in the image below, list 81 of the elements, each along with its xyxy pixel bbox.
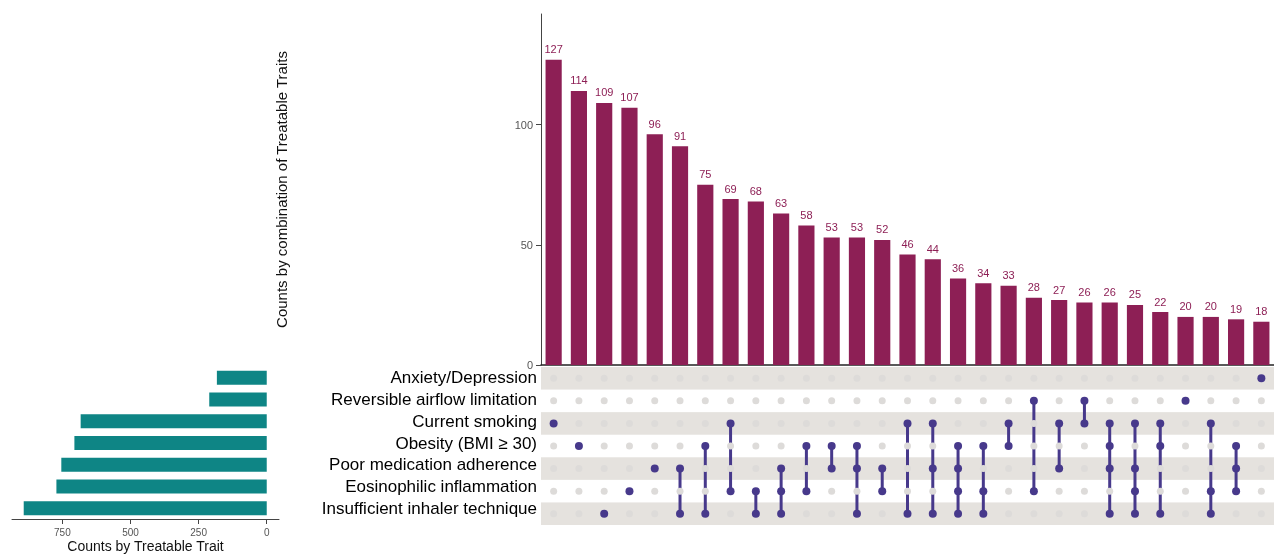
bar xyxy=(697,184,714,365)
bar xyxy=(80,414,267,429)
y-tick-label: Eosinophilic inflammation xyxy=(345,476,537,496)
bar xyxy=(1253,321,1270,365)
bar xyxy=(823,237,840,365)
data-label: 28 xyxy=(1027,281,1040,294)
data-label: 52 xyxy=(876,223,889,236)
bar xyxy=(773,213,790,365)
x-tick-label: 750 xyxy=(54,526,72,538)
data-label: 36 xyxy=(951,261,965,274)
bar xyxy=(798,225,815,365)
x-tick-label: 500 xyxy=(122,526,140,538)
data-label: 25 xyxy=(1128,288,1142,301)
data-label: 18 xyxy=(1255,305,1268,318)
data-label: 19 xyxy=(1229,302,1243,315)
y-tick-label: Anxiety/Depression xyxy=(390,368,537,388)
bar xyxy=(570,90,587,365)
bar xyxy=(722,199,739,365)
data-label: 20 xyxy=(1204,300,1217,313)
bar xyxy=(747,201,764,365)
bar xyxy=(899,254,916,365)
data-label: 53 xyxy=(850,221,864,234)
y-tick-label: Current smoking xyxy=(412,411,537,431)
y-tick-label: 0 xyxy=(526,359,533,371)
data-label: 63 xyxy=(775,197,788,210)
bar xyxy=(924,259,941,365)
bar xyxy=(596,102,613,365)
y-tick-label: Poor medication adherence xyxy=(329,455,537,475)
bar xyxy=(975,283,992,365)
bar xyxy=(1152,312,1169,365)
bar xyxy=(1101,302,1118,365)
bar xyxy=(1051,300,1068,365)
y-tick-label: Reversible airflow limitation xyxy=(331,390,537,410)
bar xyxy=(216,370,267,385)
y-tick-label: Insufficient inhaler technique xyxy=(321,498,537,518)
bar xyxy=(1177,316,1194,365)
data-label: 114 xyxy=(570,74,588,87)
bar xyxy=(1202,316,1219,365)
bar xyxy=(646,134,663,365)
data-label: 109 xyxy=(595,86,614,99)
y-axis-title: Counts by combination of Treatable Traits xyxy=(273,51,290,328)
bar xyxy=(671,146,689,365)
bar xyxy=(874,239,891,365)
bar xyxy=(1228,319,1245,365)
data-label: 75 xyxy=(699,168,712,181)
bar xyxy=(1126,304,1144,365)
bar xyxy=(74,436,267,450)
x-tick-label: 0 xyxy=(263,526,270,538)
data-label: 91 xyxy=(673,129,687,142)
data-label: 22 xyxy=(1154,295,1167,308)
data-label: 96 xyxy=(648,117,661,130)
data-label: 69 xyxy=(724,182,737,195)
data-label: 68 xyxy=(749,185,762,198)
data-label: 26 xyxy=(1103,285,1116,298)
bar xyxy=(61,457,267,472)
bar xyxy=(209,392,267,407)
x-tick-label: 250 xyxy=(190,526,208,538)
bar xyxy=(23,501,267,516)
data-label: 26 xyxy=(1078,285,1091,298)
y-tick-label: 50 xyxy=(520,238,533,251)
data-label: 46 xyxy=(901,237,914,250)
data-label: 27 xyxy=(1053,283,1066,296)
y-tick-label: Obesity (BMI ≥ 30) xyxy=(395,433,537,453)
bar xyxy=(621,107,638,365)
bar xyxy=(56,479,267,494)
x-axis-title: Counts by Treatable Trait xyxy=(67,538,224,554)
bar xyxy=(1076,302,1093,365)
bar xyxy=(848,237,866,365)
data-label: 58 xyxy=(800,209,813,222)
data-label: 44 xyxy=(926,242,939,255)
data-label: 127 xyxy=(544,43,563,56)
data-label: 33 xyxy=(1002,269,1015,282)
bar xyxy=(545,59,562,365)
bar xyxy=(1000,285,1017,365)
bar xyxy=(949,278,967,365)
data-label: 53 xyxy=(825,221,838,234)
y-tick-label: 100 xyxy=(514,118,533,131)
data-label: 34 xyxy=(977,266,990,279)
bar xyxy=(1025,297,1042,365)
data-label: 20 xyxy=(1179,300,1192,313)
data-label: 107 xyxy=(620,91,639,104)
